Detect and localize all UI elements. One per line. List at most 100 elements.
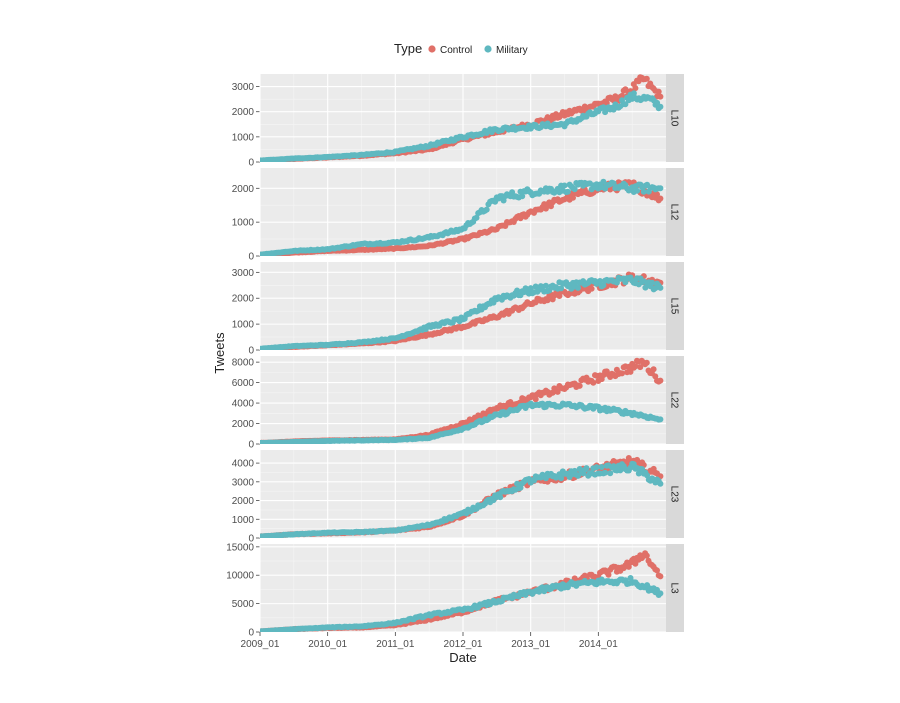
legend-title: Type bbox=[394, 41, 422, 56]
y-tick-label: 2000 bbox=[232, 496, 255, 507]
facet-strip bbox=[666, 356, 684, 444]
point-control bbox=[570, 194, 576, 201]
facet-strip-label: L3 bbox=[669, 582, 680, 594]
point-control bbox=[588, 285, 595, 292]
point-military bbox=[657, 590, 664, 597]
point-control bbox=[650, 366, 657, 373]
point-military bbox=[657, 103, 664, 110]
facet-strip-label: L10 bbox=[669, 110, 680, 127]
y-tick-label: 15000 bbox=[226, 542, 254, 553]
point-military bbox=[598, 464, 605, 470]
point-military bbox=[473, 214, 480, 221]
point-control bbox=[643, 75, 650, 82]
point-control bbox=[632, 85, 639, 92]
facet-strip bbox=[666, 168, 684, 256]
facet-strip bbox=[666, 450, 684, 538]
point-control bbox=[632, 560, 639, 567]
point-control bbox=[576, 382, 583, 389]
point-military bbox=[519, 193, 526, 200]
point-control bbox=[657, 573, 664, 580]
point-military bbox=[597, 278, 603, 284]
point-military bbox=[610, 180, 617, 187]
facet-panel-l3: 0 5000 10000 15000 L3 bbox=[226, 542, 684, 639]
point-control bbox=[544, 297, 551, 304]
panel-points bbox=[260, 550, 664, 632]
point-military bbox=[583, 465, 590, 472]
point-military bbox=[622, 101, 629, 108]
point-control bbox=[542, 205, 549, 212]
x-axis-title: Date bbox=[449, 650, 476, 665]
y-axis-title: Tweets bbox=[212, 332, 227, 374]
point-control bbox=[619, 370, 625, 377]
point-military bbox=[657, 284, 664, 291]
x-axis: 2009_01 2010_01 2011_01 2012_01 2013_01 2014_… bbox=[241, 632, 618, 665]
panel-points bbox=[260, 271, 664, 350]
point-military bbox=[642, 284, 649, 291]
point-military bbox=[564, 188, 571, 195]
y-tick-label: 2000 bbox=[232, 419, 255, 430]
point-military bbox=[483, 206, 490, 213]
facet-strip-label: L23 bbox=[669, 486, 680, 503]
point-military bbox=[634, 187, 641, 194]
point-control bbox=[554, 388, 561, 395]
legend-key-military bbox=[484, 45, 492, 53]
y-tick-label: 2000 bbox=[232, 294, 255, 305]
y-tick-label: 3000 bbox=[232, 82, 255, 93]
point-control bbox=[637, 364, 644, 371]
x-tick-label: 2009_01 bbox=[241, 639, 280, 650]
facet-strip bbox=[666, 262, 684, 350]
facet-strip bbox=[666, 74, 684, 162]
facet-strip-label: L15 bbox=[669, 298, 680, 315]
point-military bbox=[558, 475, 565, 482]
point-military bbox=[657, 416, 664, 423]
facet-strip-label: L22 bbox=[669, 392, 680, 409]
y-tick-label: 4000 bbox=[232, 459, 255, 470]
y-tick-label: 0 bbox=[248, 346, 254, 357]
point-military bbox=[542, 282, 549, 289]
point-military bbox=[497, 494, 504, 501]
point-military bbox=[630, 90, 637, 97]
point-control bbox=[605, 571, 612, 578]
facet-strip-label: L12 bbox=[669, 204, 680, 221]
y-tick-label: 1000 bbox=[232, 515, 255, 526]
panel-points bbox=[260, 357, 664, 444]
panel-points bbox=[260, 178, 664, 256]
y-tick-label: 1000 bbox=[232, 218, 255, 229]
x-tick-label: 2012_01 bbox=[444, 639, 483, 650]
point-control bbox=[590, 379, 597, 386]
x-tick-label: 2014_01 bbox=[579, 639, 618, 650]
point-control bbox=[619, 92, 625, 99]
point-military bbox=[602, 469, 609, 476]
y-tick-label: 0 bbox=[248, 158, 254, 169]
y-tick-label: 5000 bbox=[232, 599, 255, 610]
point-control bbox=[657, 195, 664, 202]
legend: Type Control Military bbox=[394, 41, 528, 56]
point-control bbox=[532, 396, 539, 403]
point-military bbox=[600, 282, 607, 289]
legend-label-control: Control bbox=[440, 45, 472, 56]
y-tick-label: 0 bbox=[248, 252, 254, 263]
x-tick-label: 2013_01 bbox=[511, 639, 550, 650]
y-tick-label: 0 bbox=[248, 534, 254, 545]
y-tick-label: 3000 bbox=[232, 477, 255, 488]
point-military bbox=[514, 287, 521, 294]
facet-panel-l23: 0 1000 2000 3000 4000 L23 bbox=[232, 450, 684, 545]
point-control bbox=[657, 377, 664, 384]
point-military bbox=[649, 279, 656, 286]
point-military bbox=[514, 480, 521, 487]
point-control bbox=[643, 359, 650, 366]
panel-points bbox=[260, 74, 664, 162]
point-military bbox=[561, 182, 568, 189]
x-tick-label: 2011_01 bbox=[376, 639, 415, 650]
point-control bbox=[654, 567, 660, 574]
point-military bbox=[575, 284, 581, 291]
y-tick-label: 2000 bbox=[232, 184, 255, 195]
y-tick-label: 4000 bbox=[232, 399, 255, 410]
y-tick-label: 1000 bbox=[232, 132, 255, 143]
point-military bbox=[527, 285, 534, 292]
x-tick-label: 2010_01 bbox=[308, 639, 347, 650]
point-control bbox=[654, 191, 660, 198]
point-military bbox=[617, 467, 624, 474]
